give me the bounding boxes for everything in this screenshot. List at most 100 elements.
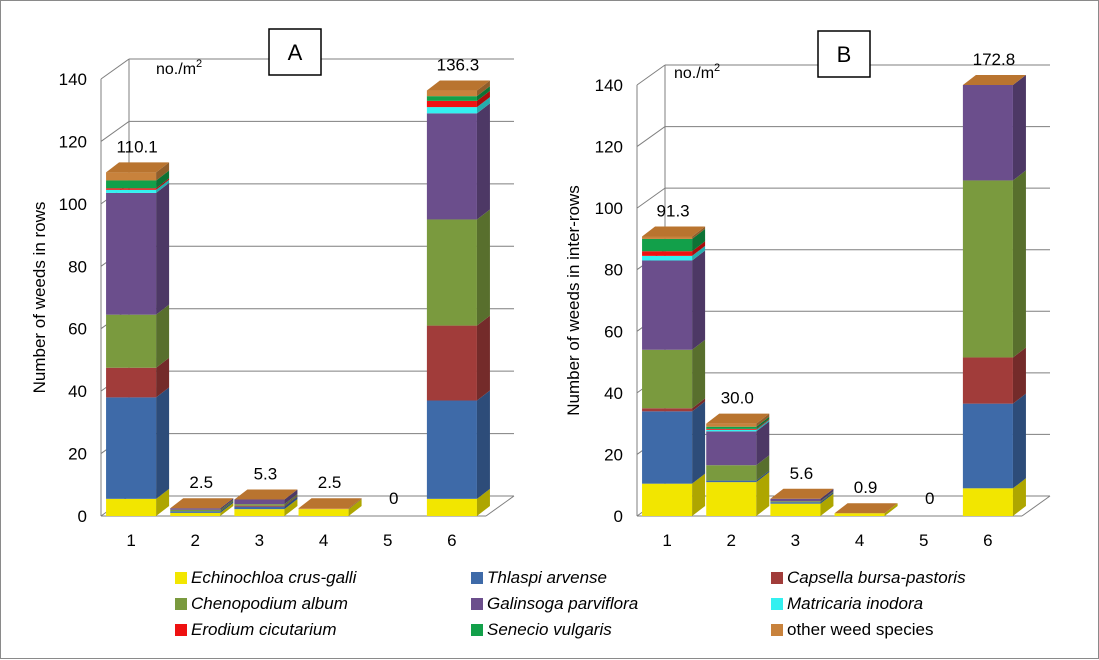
legend-item: Senecio vulgaris	[471, 620, 612, 639]
y-tick-label: 20	[68, 445, 87, 464]
bar-segment	[234, 489, 298, 505]
bar-segment	[706, 470, 770, 483]
legend: Echinochloa crus-galli Thlaspi arvense Cap…	[175, 568, 966, 639]
legend-swatch	[175, 598, 187, 610]
y-tick-label: 40	[68, 382, 87, 401]
bar-segment	[106, 357, 170, 398]
bar-segment	[642, 398, 706, 412]
total-label: 2.5	[189, 473, 213, 492]
x-tick-label: 6	[983, 531, 992, 550]
bar-segment	[706, 455, 770, 481]
bar-segment	[706, 419, 770, 432]
total-label: 91.3	[657, 201, 690, 220]
legend-label: Echinochloa crus-galli	[191, 568, 358, 587]
panel-letter-box	[817, 30, 871, 78]
legend-swatch	[771, 598, 783, 610]
legend-item: Matricaria inodora	[771, 594, 923, 613]
bar-top	[834, 503, 898, 514]
legend-item: Erodium cicutarium	[175, 620, 337, 639]
bar-segment	[426, 97, 490, 114]
legend-label: Thlaspi arvense	[487, 568, 607, 587]
bar-segment	[234, 499, 298, 516]
bar-segment	[234, 496, 298, 510]
legend-label: Capsella bursa-pastoris	[787, 568, 966, 587]
x-tick-label: 5	[919, 531, 928, 550]
bar-segment	[642, 401, 706, 484]
bar-segment	[706, 472, 770, 516]
bar-segment	[770, 492, 834, 504]
bar-segment	[234, 495, 298, 507]
bar-segment	[962, 347, 1026, 404]
floor-edge	[485, 495, 515, 517]
legend-swatch	[471, 572, 483, 584]
bar-top	[642, 226, 706, 237]
legend-item: Galinsoga parviflora	[471, 594, 638, 613]
y-tick-label: 0	[614, 507, 623, 526]
y-tick-label: 40	[604, 384, 623, 403]
y-tick-label: 140	[595, 76, 623, 95]
bar-top	[106, 162, 170, 173]
legend-item: Chenopodium album	[175, 594, 348, 613]
x-tick-label: 4	[319, 531, 328, 550]
gridline-side	[636, 187, 666, 209]
total-label: 172.8	[973, 50, 1016, 69]
y-tick-label: 100	[595, 199, 623, 218]
bar-segment	[426, 390, 490, 499]
y-tick-label: 120	[595, 138, 623, 157]
x-tick-label: 2	[727, 531, 736, 550]
bar-segment	[170, 498, 234, 510]
legend-label: Matricaria inodora	[787, 594, 923, 613]
legend-label: other weed species	[787, 620, 933, 639]
bar-top	[234, 489, 298, 500]
y-tick-label: 0	[78, 507, 87, 526]
bar-segment	[642, 245, 706, 261]
bar-segment	[642, 339, 706, 409]
bar-segment	[106, 178, 170, 190]
bar-segment	[426, 80, 490, 97]
bar-top	[170, 498, 234, 509]
total-label: 2.5	[318, 473, 342, 492]
legend-label: Chenopodium album	[191, 594, 348, 613]
legend-label: Erodium cicutarium	[191, 620, 337, 639]
legend-item: Thlaspi arvense	[471, 568, 607, 587]
bar-segment	[106, 182, 170, 315]
legend-swatch	[771, 572, 783, 584]
bar-segment	[770, 493, 834, 516]
bar-top	[426, 80, 490, 91]
x-tick-label: 1	[126, 531, 135, 550]
bar-top	[706, 413, 770, 424]
bar-segment	[426, 103, 490, 220]
x-tick-label: 3	[791, 531, 800, 550]
bar-segment	[426, 488, 490, 516]
total-label: 0.9	[854, 478, 878, 497]
bar-segment	[298, 499, 362, 516]
legend-item: other weed species	[771, 620, 933, 639]
bar-segment	[106, 304, 170, 368]
bar-segment	[706, 421, 770, 466]
bar-segment	[706, 418, 770, 430]
panel-letter: A	[288, 40, 303, 65]
y-axis-title: Number of weeds in inter-rows	[564, 185, 583, 416]
gridline-side	[636, 64, 666, 86]
bar-segment	[642, 473, 706, 516]
bar-segment	[234, 494, 298, 506]
unit-label: no./m2	[156, 58, 202, 78]
total-label: 110.1	[116, 137, 157, 156]
legend-swatch	[771, 624, 783, 636]
panel-letter-box	[268, 28, 322, 76]
bar-segment	[170, 499, 234, 512]
bar-segment	[106, 488, 170, 516]
bar-segment	[106, 170, 170, 189]
bar-segment	[770, 488, 834, 502]
bar-segment	[170, 502, 234, 516]
y-tick-label: 80	[604, 261, 623, 280]
bar-segment	[426, 86, 490, 101]
bar-segment	[770, 491, 834, 503]
gridline-side	[100, 58, 130, 80]
gridline-side	[636, 126, 666, 147]
total-label: 0	[925, 489, 934, 508]
legend-item: Capsella bursa-pastoris	[771, 568, 966, 587]
